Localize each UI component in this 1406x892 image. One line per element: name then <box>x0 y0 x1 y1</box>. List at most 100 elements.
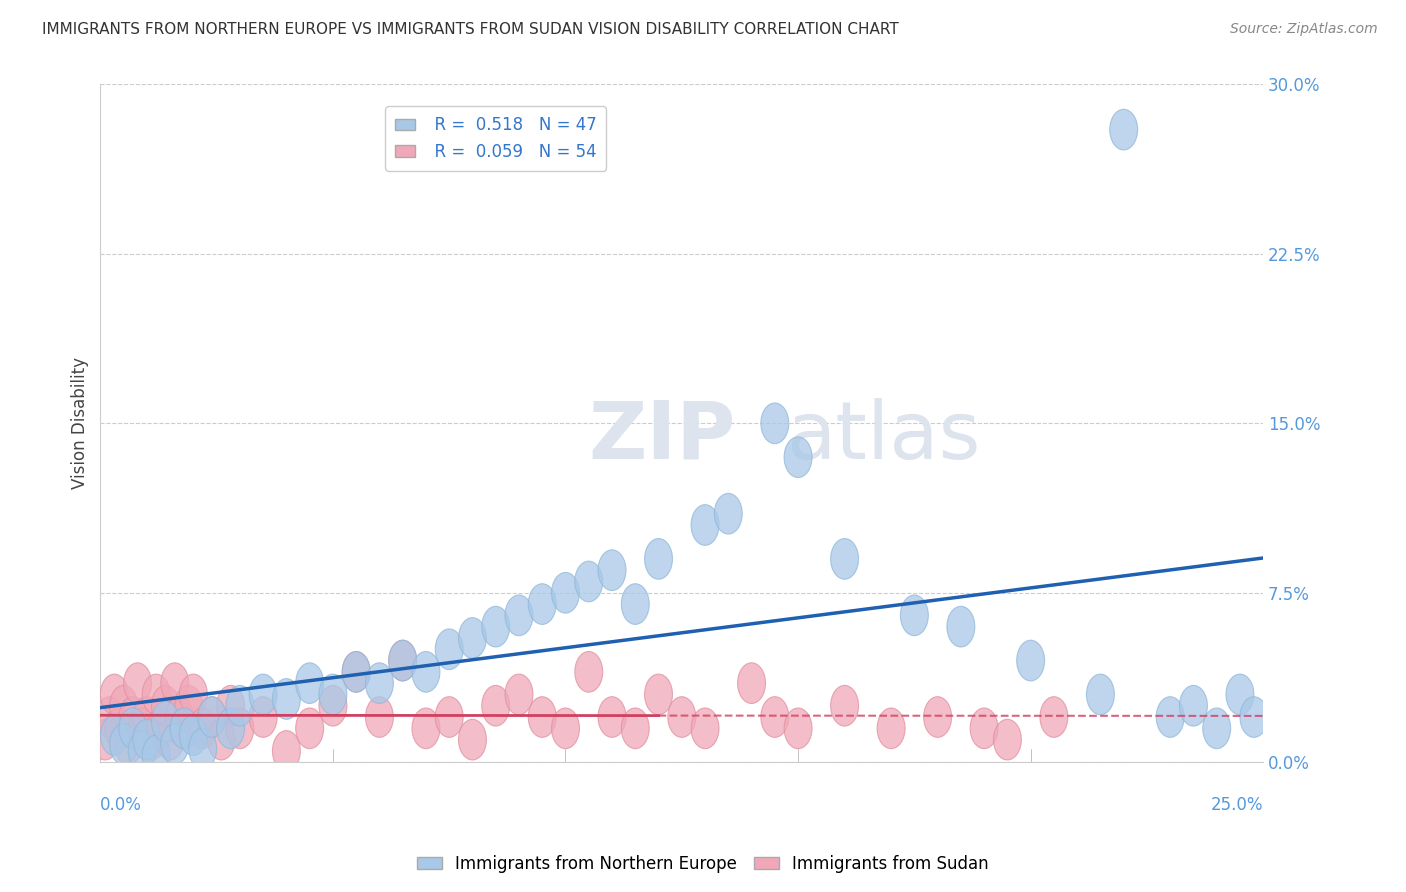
Ellipse shape <box>142 735 170 776</box>
Ellipse shape <box>342 651 370 692</box>
Ellipse shape <box>295 708 323 748</box>
Ellipse shape <box>114 723 142 764</box>
Ellipse shape <box>120 697 146 738</box>
Ellipse shape <box>366 663 394 704</box>
Ellipse shape <box>575 651 603 692</box>
Ellipse shape <box>738 663 765 704</box>
Text: IMMIGRANTS FROM NORTHERN EUROPE VS IMMIGRANTS FROM SUDAN VISION DISABILITY CORRE: IMMIGRANTS FROM NORTHERN EUROPE VS IMMIG… <box>42 22 898 37</box>
Ellipse shape <box>436 629 463 670</box>
Ellipse shape <box>900 595 928 636</box>
Ellipse shape <box>761 403 789 443</box>
Text: 25.0%: 25.0% <box>1211 796 1263 814</box>
Ellipse shape <box>160 663 188 704</box>
Ellipse shape <box>785 708 813 748</box>
Ellipse shape <box>877 708 905 748</box>
Ellipse shape <box>166 697 194 738</box>
Ellipse shape <box>174 685 202 726</box>
Ellipse shape <box>188 729 217 769</box>
Ellipse shape <box>180 714 207 756</box>
Ellipse shape <box>180 674 207 714</box>
Text: ZIP: ZIP <box>589 398 735 476</box>
Ellipse shape <box>970 708 998 748</box>
Ellipse shape <box>124 663 152 704</box>
Legend: Immigrants from Northern Europe, Immigrants from Sudan: Immigrants from Northern Europe, Immigra… <box>411 848 995 880</box>
Ellipse shape <box>160 723 188 764</box>
Ellipse shape <box>1017 640 1045 681</box>
Ellipse shape <box>128 708 156 748</box>
Ellipse shape <box>273 679 301 719</box>
Ellipse shape <box>994 719 1021 760</box>
Ellipse shape <box>146 708 174 748</box>
Ellipse shape <box>128 731 156 772</box>
Ellipse shape <box>217 685 245 726</box>
Ellipse shape <box>100 714 128 756</box>
Ellipse shape <box>458 719 486 760</box>
Ellipse shape <box>319 674 347 714</box>
Ellipse shape <box>505 674 533 714</box>
Ellipse shape <box>482 685 510 726</box>
Ellipse shape <box>714 493 742 534</box>
Ellipse shape <box>96 697 124 738</box>
Ellipse shape <box>1087 674 1115 714</box>
Ellipse shape <box>1156 697 1184 738</box>
Ellipse shape <box>644 539 672 579</box>
Ellipse shape <box>152 685 180 726</box>
Ellipse shape <box>621 583 650 624</box>
Ellipse shape <box>1240 697 1268 738</box>
Ellipse shape <box>529 697 557 738</box>
Ellipse shape <box>156 719 184 760</box>
Ellipse shape <box>598 697 626 738</box>
Ellipse shape <box>134 697 160 738</box>
Ellipse shape <box>198 697 226 738</box>
Ellipse shape <box>1226 674 1254 714</box>
Ellipse shape <box>668 697 696 738</box>
Ellipse shape <box>412 651 440 692</box>
Ellipse shape <box>226 685 254 726</box>
Ellipse shape <box>207 719 235 760</box>
Ellipse shape <box>551 573 579 613</box>
Ellipse shape <box>249 674 277 714</box>
Ellipse shape <box>529 583 557 624</box>
Ellipse shape <box>105 708 134 748</box>
Ellipse shape <box>482 607 510 647</box>
Text: 0.0%: 0.0% <box>100 796 142 814</box>
Ellipse shape <box>138 719 166 760</box>
Ellipse shape <box>621 708 650 748</box>
Ellipse shape <box>1109 110 1137 150</box>
Ellipse shape <box>692 505 718 545</box>
Ellipse shape <box>1180 685 1208 726</box>
Text: Source: ZipAtlas.com: Source: ZipAtlas.com <box>1230 22 1378 37</box>
Ellipse shape <box>388 640 416 681</box>
Ellipse shape <box>575 561 603 602</box>
Ellipse shape <box>295 663 323 704</box>
Ellipse shape <box>644 674 672 714</box>
Ellipse shape <box>152 701 180 742</box>
Ellipse shape <box>134 719 160 760</box>
Ellipse shape <box>120 708 146 748</box>
Ellipse shape <box>226 708 254 748</box>
Ellipse shape <box>458 617 486 658</box>
Ellipse shape <box>366 697 394 738</box>
Ellipse shape <box>924 697 952 738</box>
Ellipse shape <box>692 708 718 748</box>
Ellipse shape <box>217 708 245 748</box>
Ellipse shape <box>831 539 859 579</box>
Ellipse shape <box>388 640 416 681</box>
Ellipse shape <box>551 708 579 748</box>
Ellipse shape <box>273 731 301 772</box>
Legend:   R =  0.518   N = 47,   R =  0.059   N = 54: R = 0.518 N = 47, R = 0.059 N = 54 <box>385 106 606 170</box>
Ellipse shape <box>170 708 198 748</box>
Ellipse shape <box>436 697 463 738</box>
Ellipse shape <box>505 595 533 636</box>
Ellipse shape <box>142 674 170 714</box>
Ellipse shape <box>198 697 226 738</box>
Ellipse shape <box>1040 697 1067 738</box>
Ellipse shape <box>188 708 217 748</box>
Ellipse shape <box>598 549 626 591</box>
Ellipse shape <box>110 685 138 726</box>
Ellipse shape <box>831 685 859 726</box>
Ellipse shape <box>319 685 347 726</box>
Text: atlas: atlas <box>786 398 981 476</box>
Ellipse shape <box>761 697 789 738</box>
Ellipse shape <box>91 719 120 760</box>
